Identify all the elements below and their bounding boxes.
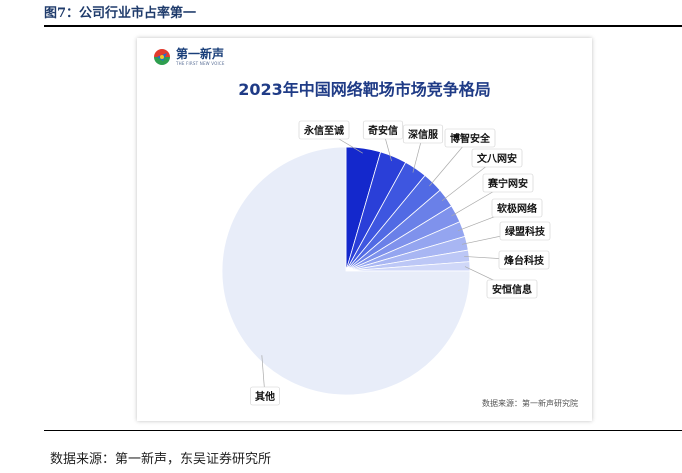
slice-label-box <box>250 386 280 406</box>
slice-label: 烽台科技 <box>504 254 545 267</box>
panel-credit: 数据来源：第一新声研究院 <box>482 399 578 408</box>
source-note: 数据来源：第一新声，东吴证券研究所 <box>50 452 272 467</box>
chart-panel: 第一新声 THE FIRST NEW VOICE 2023年中国网络靶场市场竞争… <box>137 38 592 421</box>
slice-label: 博智安全 <box>450 132 491 145</box>
slice-label-box <box>402 124 444 144</box>
slice-label-box <box>298 120 350 140</box>
slice-label-box <box>491 198 543 218</box>
slice-label-box <box>486 279 538 299</box>
bottom-rule <box>44 430 682 431</box>
pie-slice <box>221 146 471 396</box>
slice-label: 绿盟科技 <box>505 225 546 238</box>
logo-name: 第一新声 <box>176 46 225 61</box>
logo: 第一新声 THE FIRST NEW VOICE <box>151 46 225 68</box>
slice-label-box <box>498 250 550 270</box>
slice-label: 其他 <box>255 390 275 403</box>
slice-label-box <box>471 148 523 168</box>
slice-label: 奇安信 <box>368 124 398 137</box>
figure-caption: 图7：公司行业市占率第一 <box>44 6 197 21</box>
chart-title: 2023年中国网络靶场市场竞争格局 <box>238 80 491 99</box>
logo-mark-icon <box>154 49 170 65</box>
slice-label: 永信至诚 <box>303 124 344 137</box>
slice-label: 软极网络 <box>497 202 537 215</box>
slice-label-box <box>444 128 496 148</box>
top-rule <box>44 25 682 27</box>
pie-slices <box>221 146 471 396</box>
logo-tagline: THE FIRST NEW VOICE <box>176 60 225 66</box>
slice-label-box <box>499 221 551 241</box>
slice-label-box <box>482 173 534 193</box>
slice-label: 深信服 <box>408 128 439 141</box>
slice-label-box <box>362 120 404 140</box>
slice-label: 文八网安 <box>477 152 517 165</box>
slice-label: 赛宁网安 <box>487 177 528 190</box>
slice-label: 安恒信息 <box>492 283 532 296</box>
